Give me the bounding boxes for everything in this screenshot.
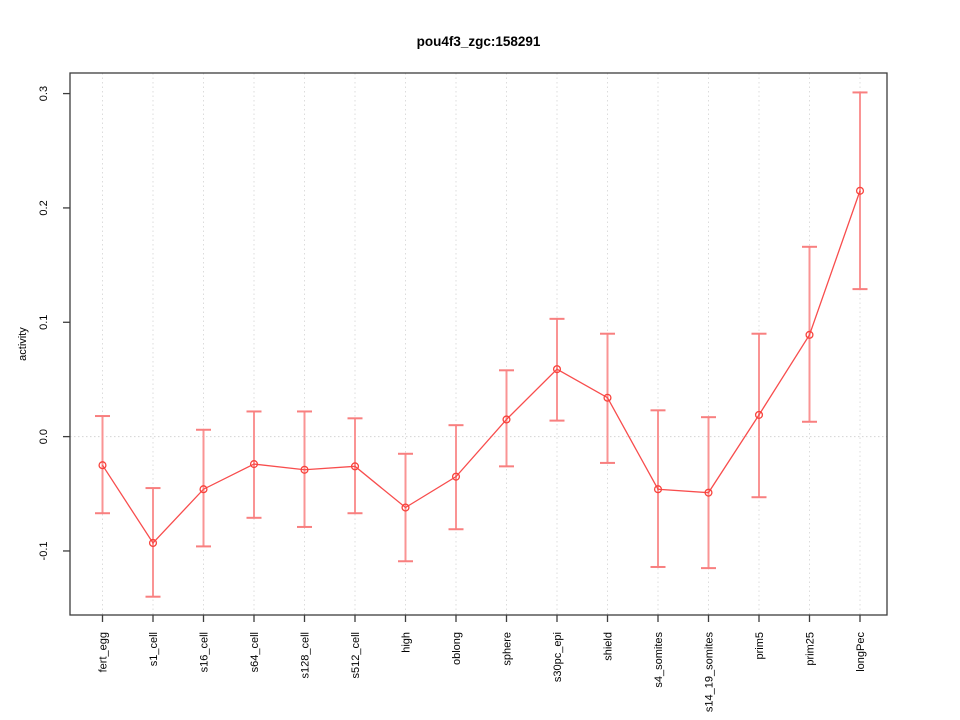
x-tick-label-prim5: prim5 (754, 632, 766, 660)
y-tick-label: 0.2 (38, 200, 50, 215)
data-point-s4_somites (653, 485, 663, 494)
data-point-shield (603, 393, 612, 402)
data-point-s30pc_epi (552, 365, 562, 374)
y-tick-label: 0.1 (38, 315, 50, 330)
data-point-s14_19_somites (704, 488, 713, 497)
x-tick-label-s4_somites: s4_somites (653, 632, 665, 688)
data-point-prim5 (754, 410, 764, 419)
x-tick-label-s1_cell: s1_cell (148, 632, 160, 666)
data-point-longPec (855, 186, 865, 195)
data-point-sphere (502, 415, 511, 424)
series-line-activity (101, 190, 861, 545)
data-point-oblong (451, 472, 461, 481)
x-tick-label-s64_cell: s64_cell (249, 632, 261, 672)
y-axis-label: activity (17, 327, 29, 361)
data-point-s1_cell (148, 538, 158, 548)
x-tick-label-oblong: oblong (451, 632, 463, 665)
y-tick-label: -0.1 (38, 541, 50, 560)
y-tick-label: 0.0 (38, 429, 50, 444)
data-point-s512_cell (350, 462, 360, 471)
plot-border (69, 72, 888, 616)
data-point-s64_cell (249, 460, 259, 469)
x-tick-label-prim25: prim25 (805, 632, 817, 666)
y-tick-label: 0.3 (38, 86, 50, 101)
x-tick-label-s16_cell: s16_cell (199, 632, 211, 672)
data-point-prim25 (805, 330, 814, 339)
chart-title: pou4f3_zgc:158291 (417, 34, 541, 49)
data-point-s128_cell (300, 465, 309, 474)
x-tick-label-high: high (401, 632, 413, 653)
x-tick-label-s14_19_somites: s14_19_somites (704, 632, 716, 713)
x-tick-label-shield: shield (603, 632, 615, 661)
data-point-high (401, 503, 410, 512)
data-point-s16_cell (199, 485, 208, 494)
x-tick-label-s512_cell: s512_cell (350, 632, 362, 678)
x-tick-label-s30pc_epi: s30pc_epi (552, 632, 564, 682)
data-point-fert_egg (98, 461, 107, 470)
x-tick-label-sphere: sphere (502, 632, 514, 666)
x-tick-label-fert_egg: fert_egg (98, 632, 110, 672)
x-tick-label-longPec: longPec (855, 632, 867, 672)
x-tick-label-s128_cell: s128_cell (300, 632, 312, 678)
